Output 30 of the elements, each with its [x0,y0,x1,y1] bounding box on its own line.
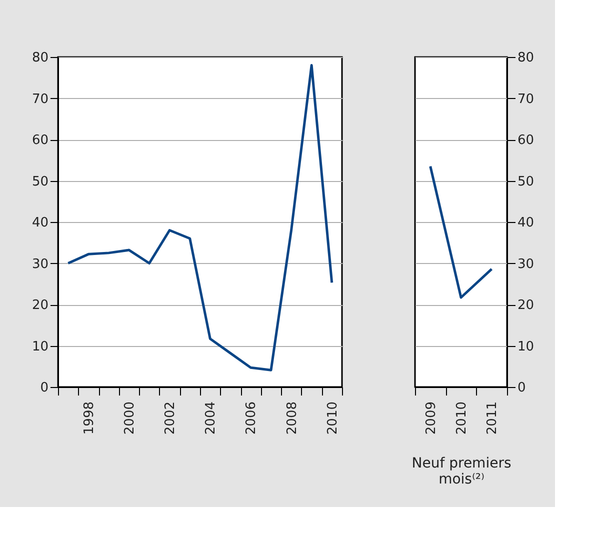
y-tick-label: 80 [32,50,48,66]
y-tick-label: 20 [32,298,48,313]
y-tick-label: 70 [32,92,48,107]
y-tick-label: 10 [518,339,534,354]
x-tick-label: 2000 [122,402,138,435]
line-series [66,64,334,372]
y-tick-label: 40 [518,216,534,230]
y-tick-label: 40 [32,216,48,230]
y-tick-label: 0 [40,380,48,396]
x-axis-title: Neuf premiers mois⁽²⁾ [412,456,512,488]
y-tick-label: 70 [518,92,534,107]
x-tick-label: 2008 [284,402,300,435]
x-tick-label: 1998 [82,402,97,435]
y-tick-label: 30 [32,256,48,272]
x-tick-label: 2011 [485,402,500,435]
x-tick-label: 2009 [424,402,439,435]
x-tick-label: 2010 [325,402,340,435]
x-tick-label: 2004 [204,402,219,435]
y-tick-label: 10 [32,339,48,354]
y-tick-label: 50 [32,174,48,190]
y-tick-label: 0 [518,380,526,396]
y-tick-label: 60 [32,133,48,148]
x-tick-label: 2002 [163,402,178,435]
y-tick-label: 80 [518,50,534,66]
x-tick-label: 2010 [454,402,470,435]
x-tick-label: 2006 [244,402,260,435]
y-tick-label: 50 [518,174,534,190]
y-tick-label: 60 [518,133,534,148]
y-tick-label: 30 [518,256,534,272]
y-tick-label: 20 [518,298,534,313]
